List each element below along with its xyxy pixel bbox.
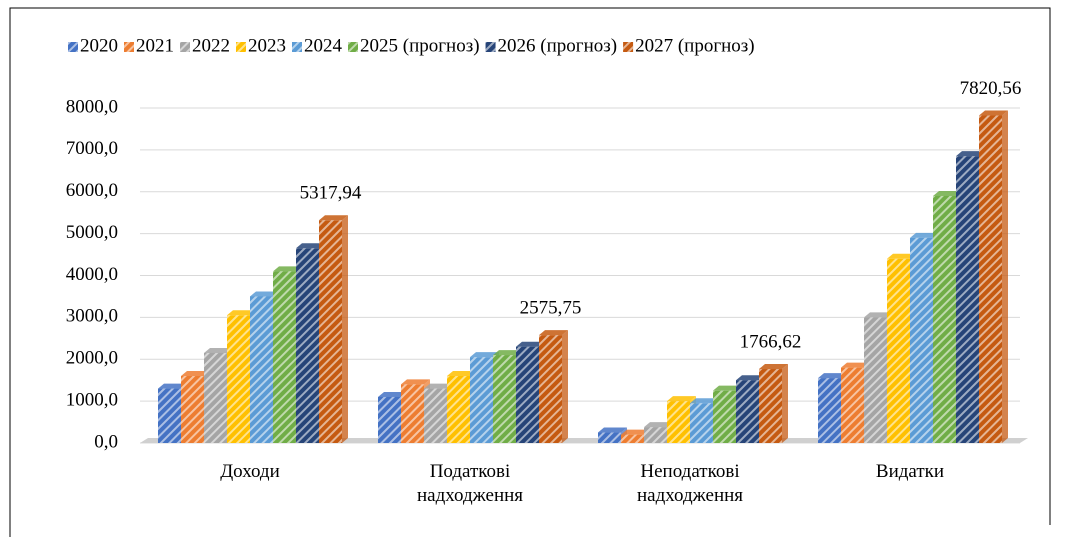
legend-label: 2026 (прогноз) [498,35,618,56]
x-tick-label: Видатки [875,461,945,482]
x-tick-label: Неподаткові надходження [636,461,744,506]
bar [447,371,476,443]
bar [979,110,1008,444]
legend-swatch-hatch [180,42,190,52]
y-tick-label: 8000,0 [66,96,118,117]
y-tick-label: 2000,0 [66,348,118,369]
data-label: 1766,62 [740,331,802,352]
data-label: 5317,94 [300,183,362,204]
legend-label: 2024 [304,35,343,56]
legend-label: 2025 (прогноз) [360,35,480,56]
legend-swatch-hatch [623,42,634,52]
legend-label: 2022 [192,35,230,56]
legend-label: 2021 [136,35,174,56]
y-tick-label: 1000,0 [66,389,118,410]
y-tick-label: 3000,0 [66,306,118,327]
legend-swatch-hatch [236,42,246,52]
y-tick-label: 0,0 [94,431,118,452]
legend-swatch-hatch [485,42,496,52]
frame [9,7,1051,537]
floor [140,438,1028,443]
legend-label: 2027 (прогноз) [635,35,755,56]
legend-swatch-hatch [292,42,302,52]
legend-label: 2023 [248,35,286,56]
y-tick-label: 4000,0 [66,264,118,285]
y-tick-label: 6000,0 [66,180,118,201]
y-tick-label: 5000,0 [66,222,118,243]
x-tick-label: Доходи [220,461,280,482]
y-tick-label: 7000,0 [66,138,118,159]
bar [713,385,742,443]
bar [181,371,210,443]
bar [759,364,788,443]
legend-swatch-hatch [68,42,78,52]
bar [319,215,348,443]
data-label: 2575,75 [520,297,582,318]
legend-swatch-hatch [348,42,358,52]
x-tick-label: Податкові надходження [416,461,524,506]
data-label: 7820,56 [960,78,1022,99]
bar [539,330,568,443]
legend-swatch-hatch [124,42,134,52]
legend-label: 2020 [80,35,118,56]
